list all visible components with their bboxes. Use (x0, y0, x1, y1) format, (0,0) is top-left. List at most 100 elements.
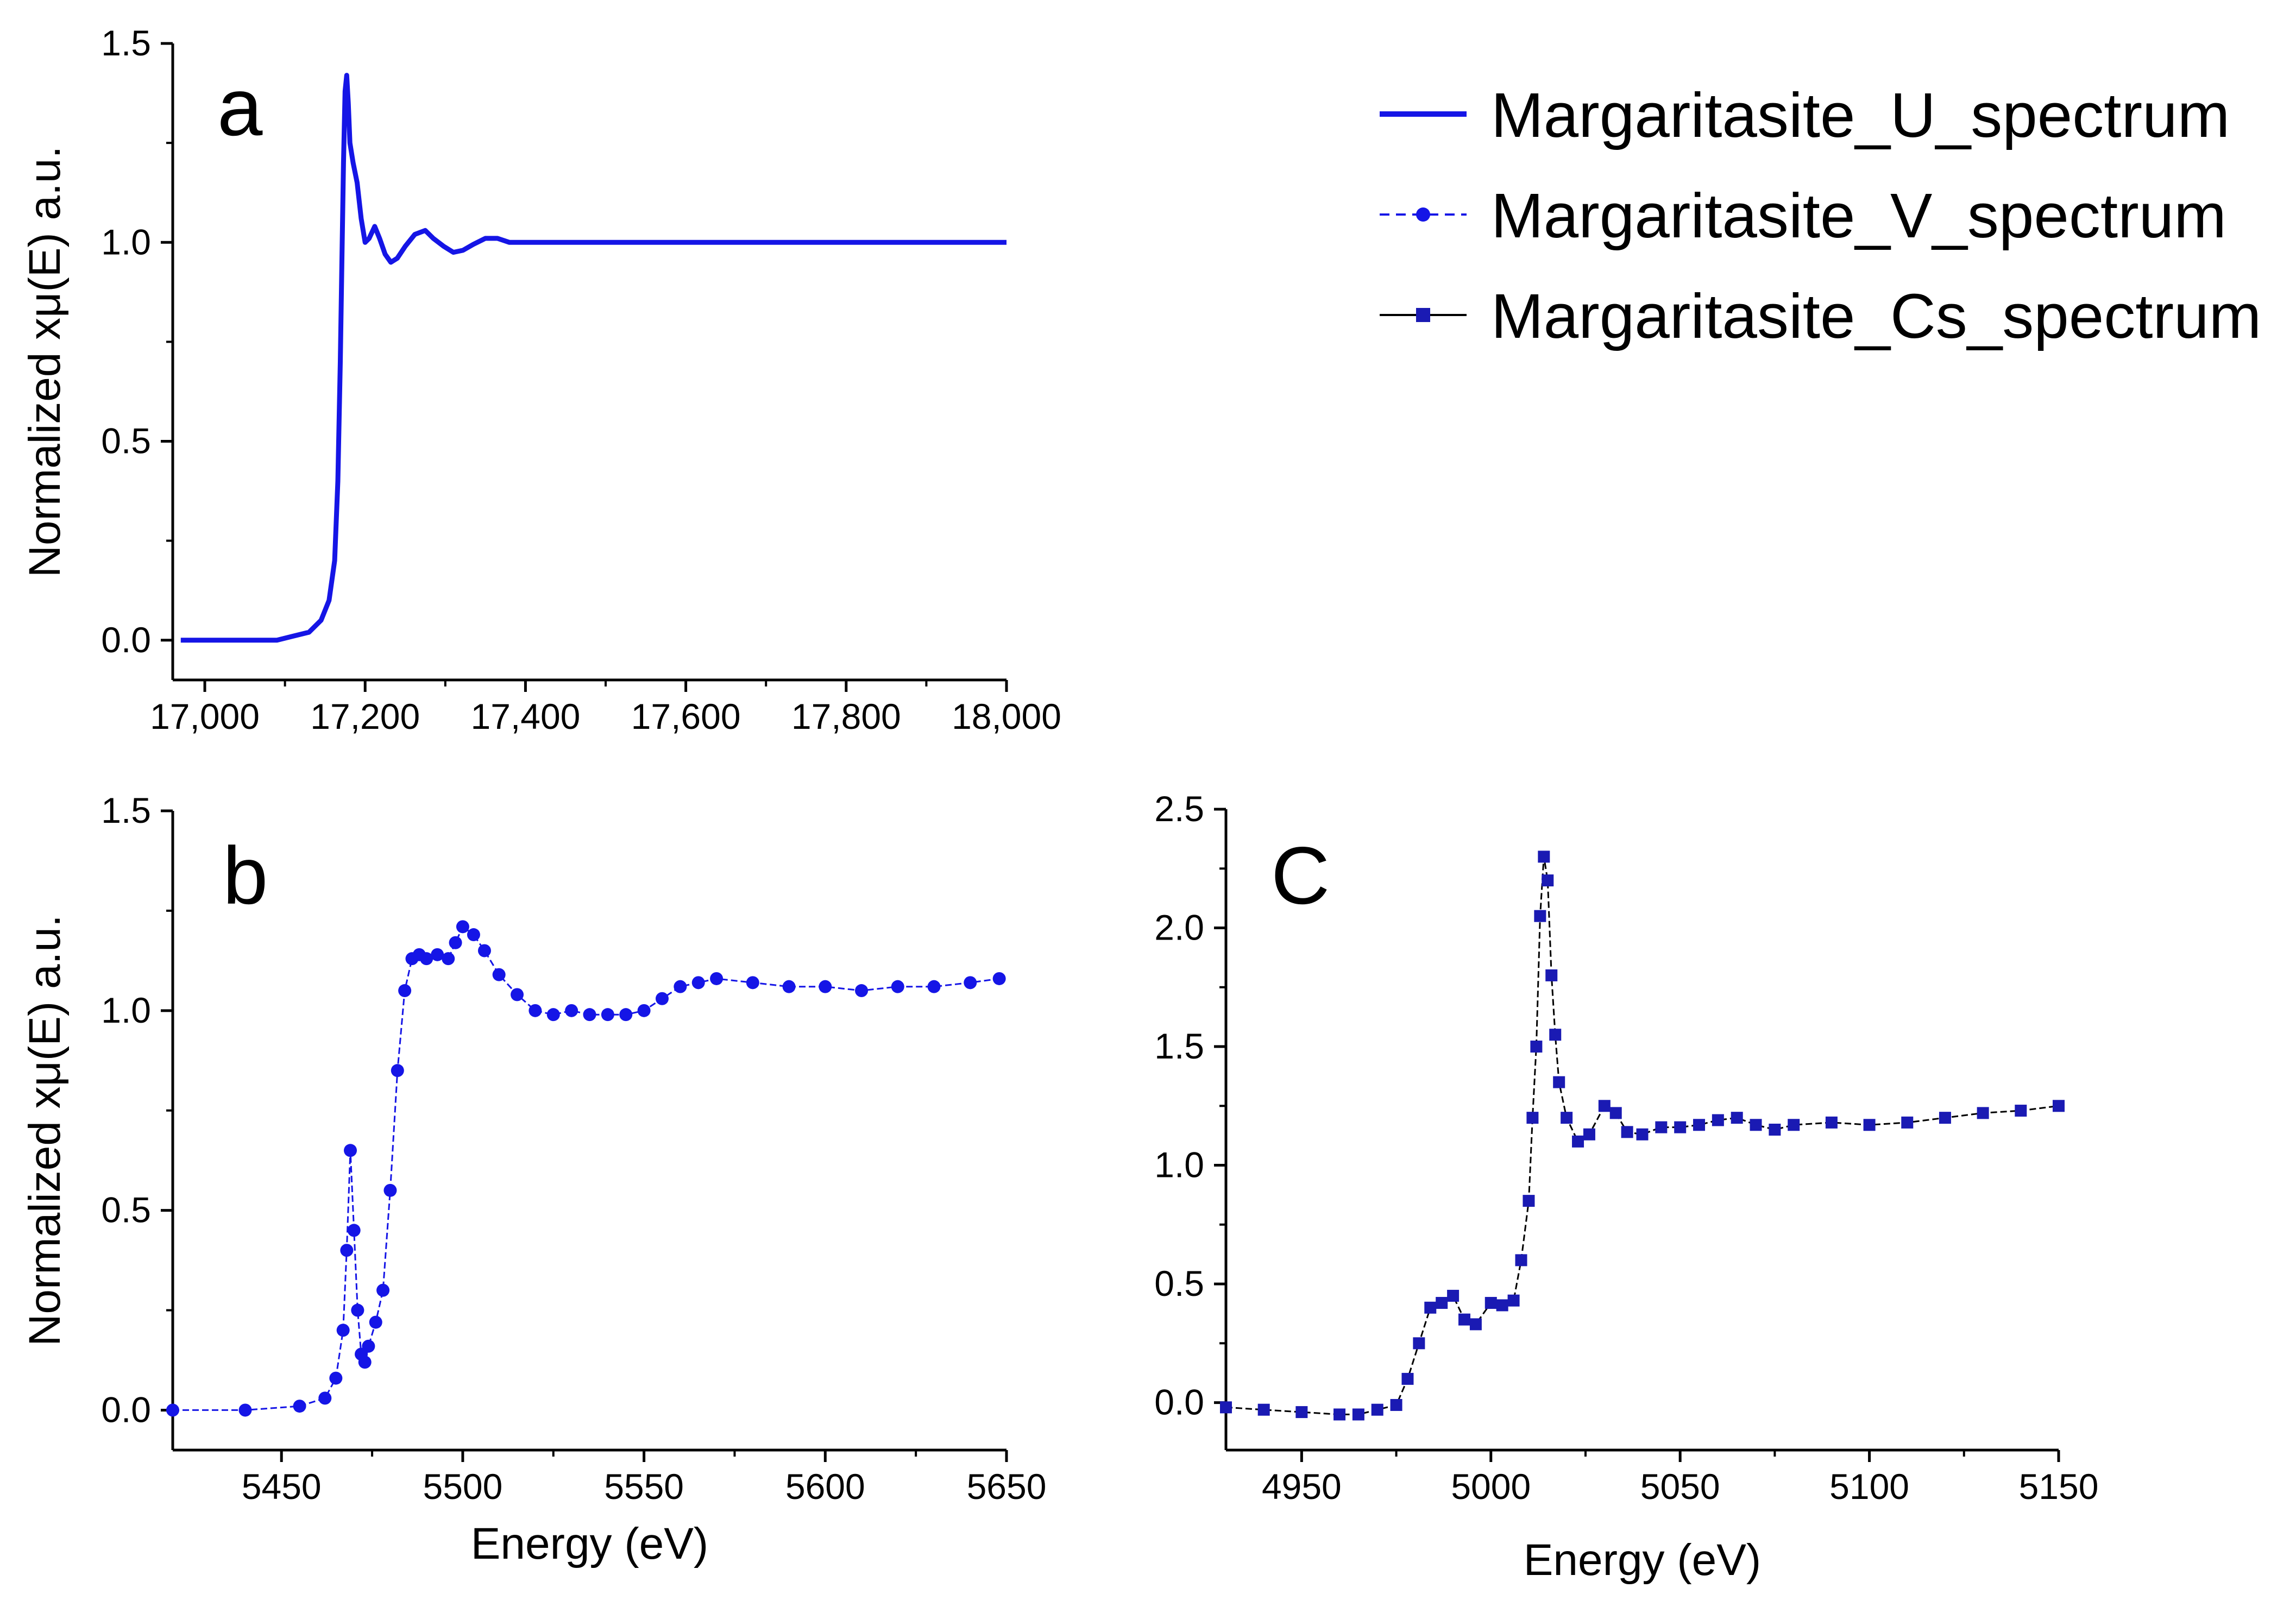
data-point (546, 1008, 560, 1022)
legend-label: Margaritasite_Cs_spectrum (1491, 281, 2261, 351)
data-point (601, 1008, 614, 1022)
data-point (1526, 1112, 1539, 1124)
data-point (1413, 1337, 1425, 1350)
data-point (1424, 1301, 1437, 1314)
data-point (710, 972, 724, 985)
x-tick-label: 5150 (2019, 1466, 2099, 1507)
data-point (1220, 1401, 1232, 1414)
data-point (1257, 1403, 1270, 1416)
data-point (1583, 1128, 1595, 1141)
legend-item: Margaritasite_Cs_spectrum (1380, 281, 2261, 351)
y-tick-label: 0.0 (101, 620, 151, 660)
legend-item: Margaritasite_V_spectrum (1380, 180, 2226, 251)
panel-a: 0.0 0.5 1.0 1.5 17,000 17,200 17,400 17,600 17,8… (20, 23, 1061, 736)
x-tick-label: 4950 (1262, 1466, 1342, 1507)
legend-label: Margaritasite_V_spectrum (1491, 180, 2226, 251)
data-point (1561, 1112, 1573, 1124)
data-point (1484, 1297, 1497, 1309)
data-point (855, 984, 869, 998)
data-point (398, 984, 412, 998)
data-point (449, 936, 462, 949)
data-point (1901, 1116, 1914, 1129)
data-point (1545, 969, 1558, 981)
data-point (637, 1004, 651, 1017)
data-point (1609, 1107, 1622, 1119)
data-point (619, 1008, 633, 1022)
data-point (1636, 1128, 1649, 1141)
x-tick-label: 5650 (967, 1466, 1047, 1507)
y-tick-label: 1.5 (101, 23, 151, 63)
data-point (1542, 874, 1554, 887)
data-point (318, 1391, 332, 1405)
data-point (927, 980, 941, 993)
data-point (529, 1004, 542, 1017)
data-point (1712, 1114, 1724, 1126)
data-point (293, 1400, 306, 1413)
data-point (442, 952, 455, 966)
x-tick-label: 5000 (1451, 1466, 1531, 1507)
data-point (1515, 1254, 1527, 1267)
panel-c: 0.0 0.5 1.0 1.5 2.0 2.5 4950 5000 5050 5100 5150 En… (1154, 789, 2098, 1585)
data-point (1507, 1294, 1520, 1307)
data-point (1572, 1135, 1584, 1148)
x-tick-label: 5050 (1640, 1466, 1720, 1507)
data-point (329, 1371, 343, 1385)
data-point (1598, 1100, 1611, 1112)
y-axis-title: Normalized xμ(E) a.u. (20, 146, 70, 578)
data-point (1693, 1119, 1706, 1131)
y-tick-label: 2.0 (1154, 908, 1204, 948)
data-point (1534, 910, 1546, 922)
data-point (477, 944, 491, 957)
y-tick-label: 1.0 (101, 222, 151, 262)
data-point (1295, 1406, 1308, 1419)
data-point (1469, 1318, 1482, 1331)
data-point (992, 972, 1006, 985)
data-point (511, 988, 524, 1001)
data-point (1447, 1289, 1460, 1302)
data-point (492, 968, 506, 981)
legend-swatch-marker (1416, 207, 1430, 222)
data-point (1458, 1313, 1470, 1326)
y-tick-label: 1.5 (1154, 1026, 1204, 1066)
y-tick-label: 0.5 (101, 421, 151, 461)
series-line (173, 925, 999, 1411)
data-point (1390, 1398, 1402, 1411)
legend-item: Margaritasite_U_spectrum (1380, 80, 2230, 150)
data-point (1553, 1076, 1565, 1088)
data-point (344, 1144, 357, 1157)
x-tick-label: 17,000 (150, 696, 260, 736)
data-point (583, 1008, 596, 1022)
data-point (1538, 850, 1550, 863)
data-point (1750, 1119, 1762, 1131)
data-point (1352, 1408, 1364, 1421)
data-point (1530, 1041, 1543, 1053)
data-point (891, 980, 904, 993)
data-point (1333, 1408, 1346, 1421)
y-tick-label: 1.5 (101, 790, 151, 830)
x-axis-title: Energy (eV) (1524, 1535, 1762, 1585)
x-axis-title: Energy (eV) (471, 1519, 709, 1568)
data-point (358, 1356, 372, 1369)
x-tick-label: 5450 (242, 1466, 322, 1507)
data-point (691, 976, 705, 990)
x-tick-label: 17,200 (310, 696, 420, 736)
data-point (1549, 1029, 1562, 1041)
data-point (1674, 1121, 1687, 1133)
x-tick-label: 17,400 (470, 696, 580, 736)
data-point (1977, 1107, 1989, 1119)
x-tick-label: 18,000 (952, 696, 1061, 736)
data-point (1436, 1297, 1448, 1309)
data-point (964, 976, 977, 990)
data-point (467, 928, 480, 942)
data-point (456, 920, 469, 934)
data-point (746, 976, 759, 990)
data-point (1939, 1112, 1951, 1124)
series-line (180, 73, 1007, 643)
y-tick-label: 0.0 (101, 1389, 151, 1429)
data-point (1655, 1121, 1668, 1133)
panel-label: b (223, 830, 268, 921)
data-point (1788, 1119, 1800, 1131)
data-point (420, 952, 433, 966)
data-point (351, 1303, 364, 1317)
